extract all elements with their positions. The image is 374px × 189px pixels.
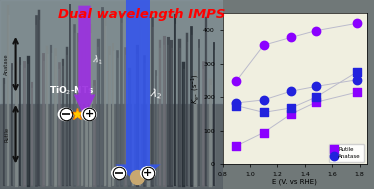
Point [233,101,239,105]
Bar [0,104,223,189]
Point [288,36,294,39]
Polygon shape [74,6,95,117]
X-axis label: E (V. vs RHE): E (V. vs RHE) [272,178,317,185]
Text: Anatase: Anatase [4,53,9,75]
Polygon shape [115,0,161,183]
Text: $\lambda_2$: $\lambda_2$ [149,87,163,102]
Point [313,96,319,99]
Point [288,90,294,93]
Text: +: + [85,109,94,119]
Bar [0,0,223,104]
Circle shape [58,108,73,121]
Text: +: + [143,168,153,178]
Point [354,78,360,81]
Circle shape [82,108,96,121]
Legend: Rutile, Anatase: Rutile, Anatase [329,144,364,162]
Point [354,70,360,74]
Point [313,29,319,32]
Text: $\lambda_1$: $\lambda_1$ [92,54,104,67]
Point [313,85,319,88]
Circle shape [112,167,126,179]
Point [261,111,267,114]
Point [233,144,239,147]
Text: Rutile: Rutile [4,127,9,142]
Point [354,22,360,25]
Point [288,112,294,115]
Point [261,98,267,101]
Point [354,91,360,94]
Text: Dual wavelength IMPS: Dual wavelength IMPS [58,8,226,21]
Point [261,131,267,134]
Y-axis label: $K_{\rm e^-}$ (s$^{-1}$): $K_{\rm e^-}$ (s$^{-1}$) [190,73,202,104]
Point [288,106,294,109]
Circle shape [141,167,155,179]
Point [261,44,267,47]
Point [233,80,239,83]
Text: TiO$_2$-NTs: TiO$_2$-NTs [49,84,95,97]
Point [233,104,239,107]
Point [313,101,319,104]
